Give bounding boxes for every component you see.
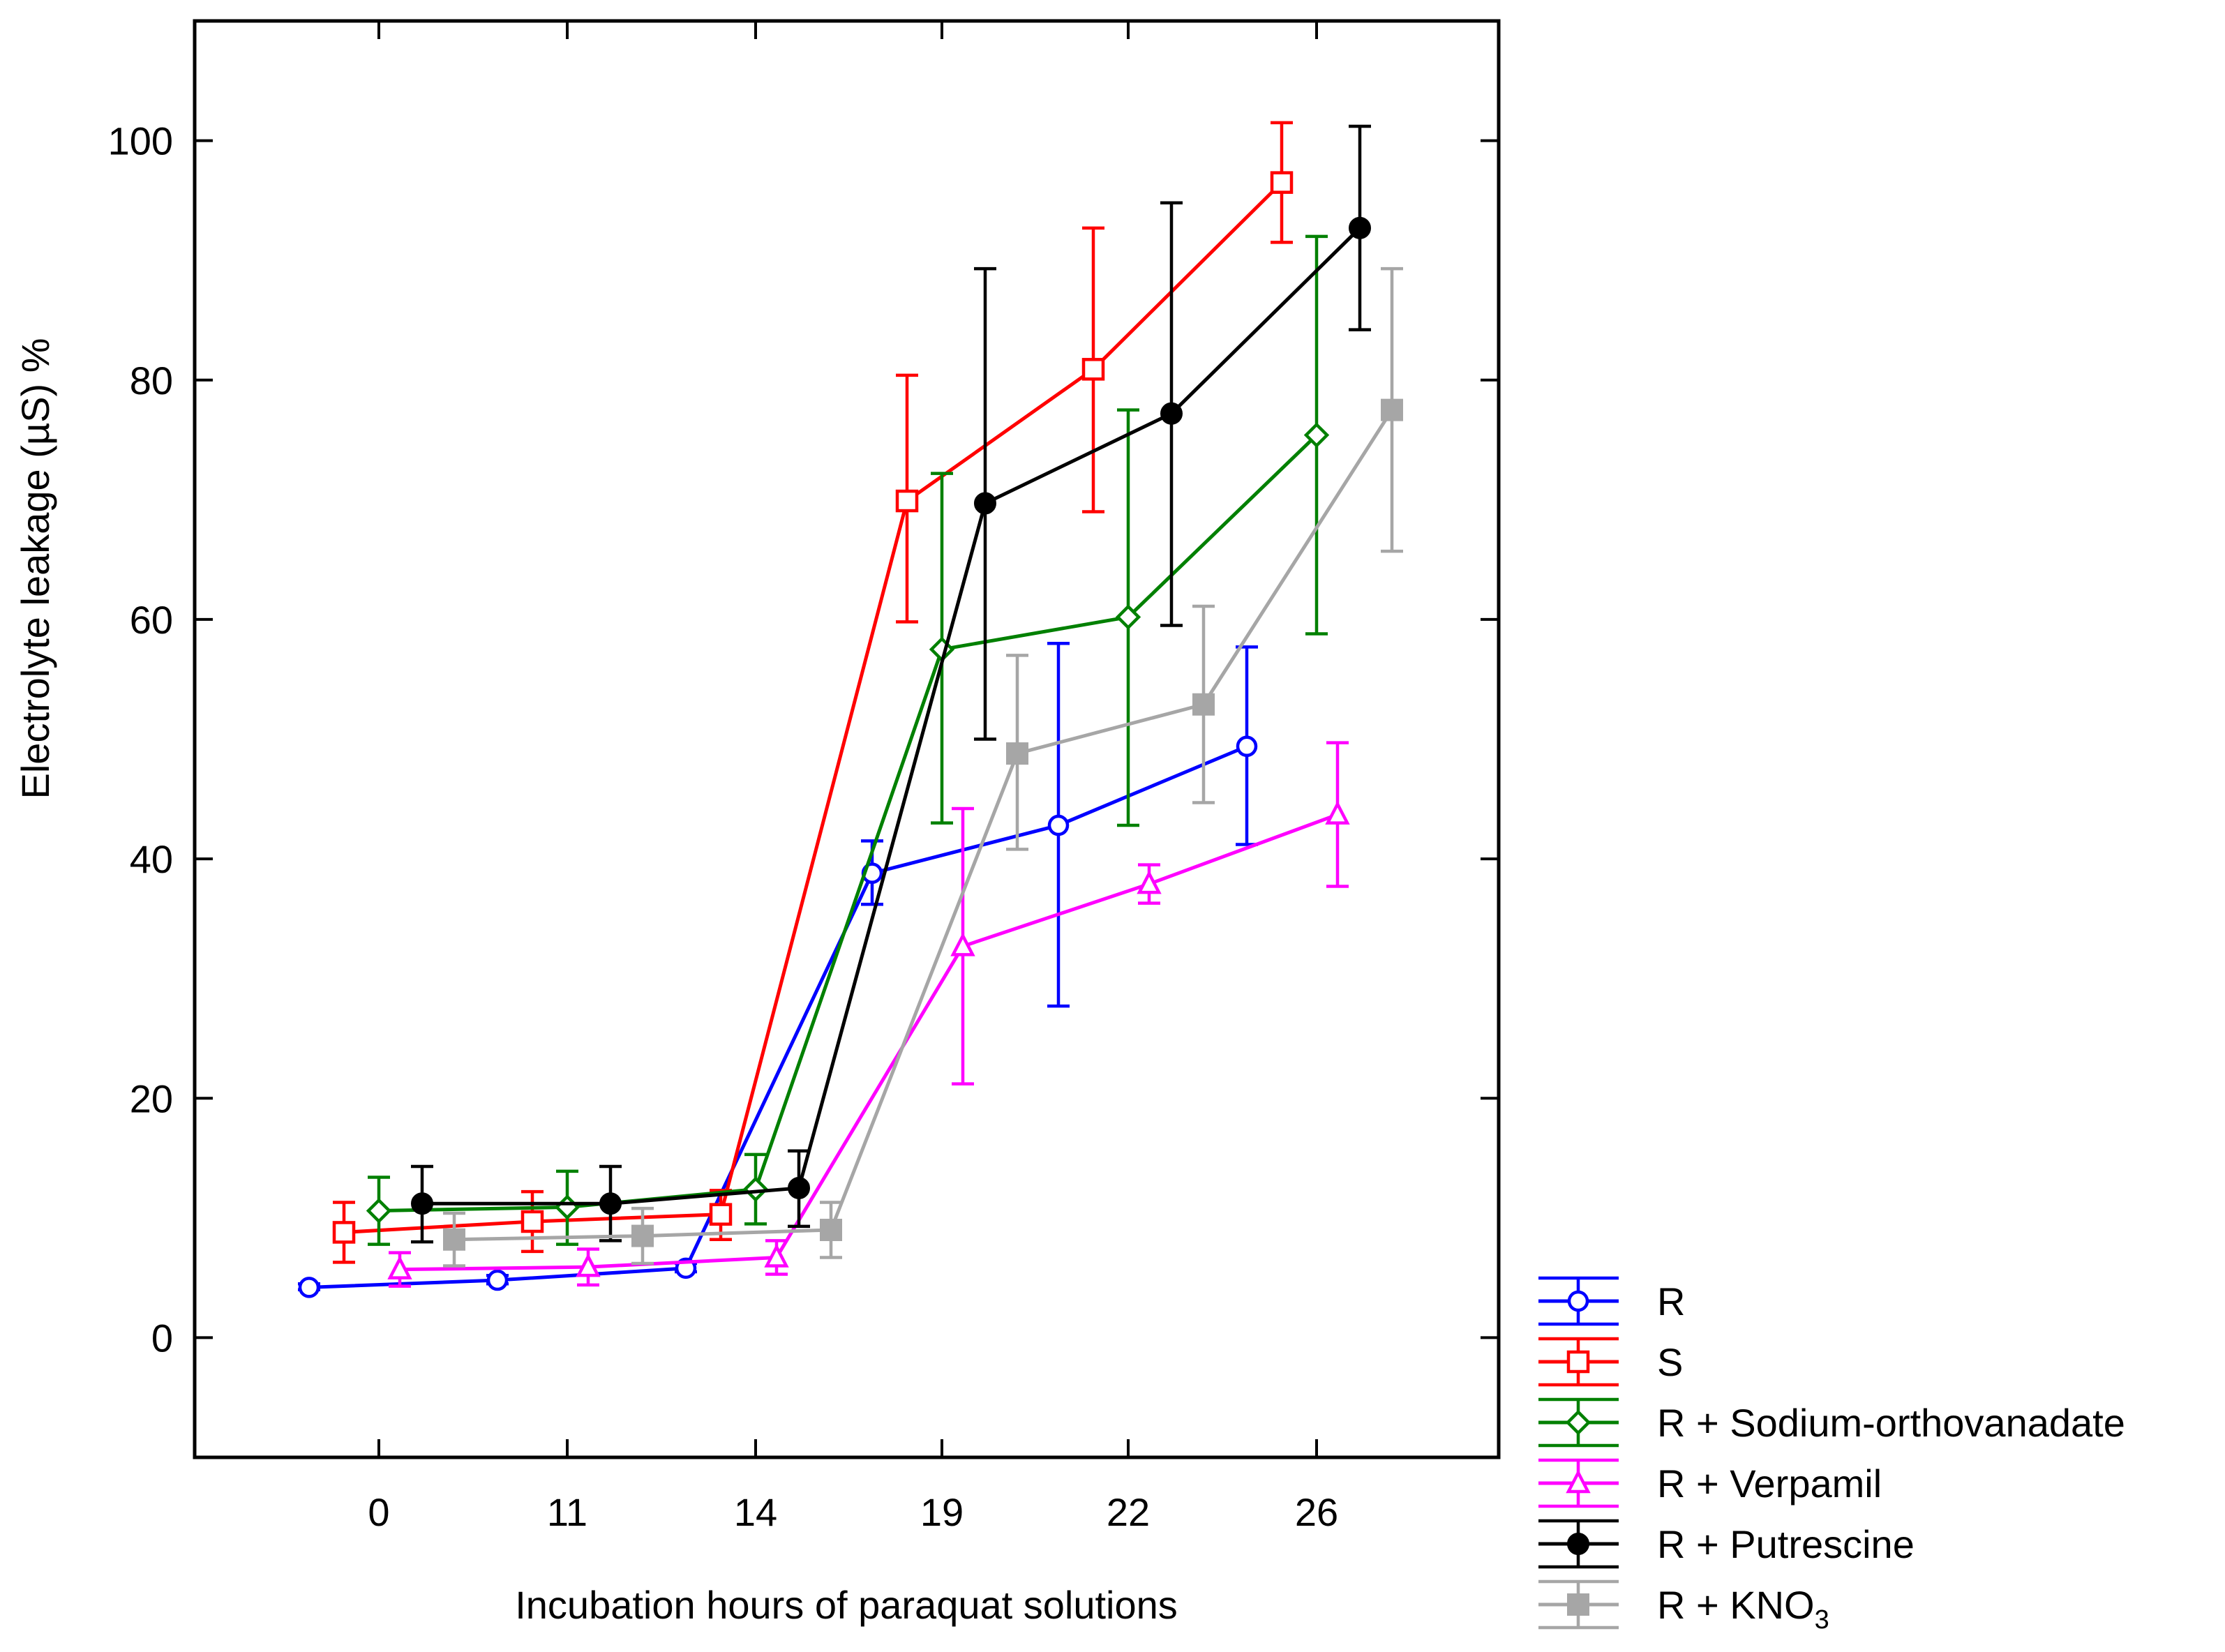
data-point bbox=[520, 1210, 544, 1233]
data-point bbox=[1006, 742, 1028, 765]
legend-marker bbox=[1567, 1290, 1589, 1312]
data-point bbox=[1160, 402, 1183, 425]
data-point bbox=[709, 1203, 733, 1226]
x-tick-label: 22 bbox=[1107, 1490, 1150, 1534]
legend-marker bbox=[1567, 1593, 1589, 1616]
series-line bbox=[422, 227, 1361, 1206]
data-point bbox=[764, 1243, 789, 1268]
legend-item: R bbox=[1538, 1276, 1685, 1326]
legend-item: S bbox=[1538, 1337, 1683, 1387]
data-point bbox=[1349, 216, 1371, 239]
series-line bbox=[308, 744, 1248, 1289]
y-tick-label: 40 bbox=[130, 837, 173, 881]
data-point bbox=[1325, 800, 1350, 825]
series-layer bbox=[298, 121, 1403, 1298]
data-point bbox=[599, 1192, 622, 1215]
legend-label-text: S bbox=[1657, 1340, 1683, 1384]
legend-label-text: R + Verpamil bbox=[1657, 1462, 1882, 1505]
legend-label-text: R + KNO bbox=[1657, 1583, 1815, 1627]
series-line bbox=[378, 433, 1318, 1213]
data-point bbox=[1047, 814, 1070, 836]
series-1 bbox=[298, 641, 1258, 1298]
legend-item: R + Sodium-orthovanadate bbox=[1538, 1397, 2125, 1448]
data-point bbox=[366, 1198, 392, 1224]
legend-item: R + Putrescine bbox=[1538, 1519, 1915, 1569]
x-axis-title: Incubation hours of paraquat solutions bbox=[515, 1583, 1178, 1627]
legend-label: R + Sodium-orthovanadate bbox=[1657, 1401, 2125, 1445]
x-tick-label: 11 bbox=[547, 1490, 587, 1534]
legend-marker bbox=[1567, 1533, 1589, 1555]
data-point bbox=[1115, 604, 1141, 630]
legend-marker bbox=[1566, 1469, 1591, 1494]
legend-marker bbox=[1565, 1409, 1591, 1436]
x-axis: 0 11 14 19 22 26 bbox=[368, 21, 1338, 1534]
series-line bbox=[343, 181, 1283, 1234]
y-axis: 0 20 40 60 80 100 bbox=[108, 119, 1499, 1360]
data-point bbox=[576, 1253, 601, 1277]
y-tick-label: 20 bbox=[130, 1076, 173, 1120]
data-point bbox=[1381, 398, 1403, 421]
data-point bbox=[298, 1277, 320, 1298]
data-point bbox=[332, 1221, 356, 1244]
legend-label-subscript: 3 bbox=[1815, 1605, 1829, 1635]
legend-label: R bbox=[1657, 1279, 1685, 1323]
series-5 bbox=[411, 124, 1371, 1244]
legend-label-text: R + Sodium-orthovanadate bbox=[1657, 1401, 2125, 1445]
data-point bbox=[742, 1176, 769, 1202]
data-point bbox=[1137, 870, 1162, 894]
y-tick-label: 80 bbox=[130, 359, 173, 403]
data-point bbox=[1081, 358, 1105, 381]
legend-item: R + KNO3 bbox=[1538, 1579, 1829, 1635]
y-tick-label: 100 bbox=[108, 119, 173, 163]
data-point bbox=[895, 489, 919, 513]
x-tick-label: 14 bbox=[734, 1490, 777, 1534]
legend: RS R + Sodium-orthovanadate R + Verpamil R … bbox=[1538, 1276, 2125, 1635]
data-point bbox=[387, 1255, 412, 1279]
y-axis-title: Electrolyte leakage (µS) % bbox=[13, 338, 57, 799]
data-point bbox=[486, 1269, 509, 1291]
legend-label: R + KNO3 bbox=[1657, 1583, 1829, 1635]
data-point bbox=[1192, 693, 1215, 716]
series-6 bbox=[443, 266, 1403, 1268]
legend-label: R + Putrescine bbox=[1657, 1522, 1915, 1566]
data-point bbox=[411, 1192, 433, 1215]
data-point bbox=[1236, 735, 1258, 758]
legend-label-text: R bbox=[1657, 1279, 1685, 1323]
data-point bbox=[788, 1176, 810, 1199]
legend-item: R + Verpamil bbox=[1538, 1458, 1882, 1508]
x-tick-label: 26 bbox=[1295, 1490, 1338, 1534]
legend-label: R + Verpamil bbox=[1657, 1462, 1882, 1505]
series-line bbox=[399, 813, 1338, 1272]
series-2 bbox=[332, 121, 1294, 1264]
data-point bbox=[820, 1218, 842, 1241]
y-tick-label: 60 bbox=[130, 598, 173, 642]
data-point bbox=[1303, 422, 1330, 448]
x-tick-label: 0 bbox=[368, 1490, 389, 1534]
data-point bbox=[631, 1224, 654, 1247]
data-point bbox=[1270, 171, 1294, 194]
series-3 bbox=[366, 234, 1330, 1246]
legend-label-text: R + Putrescine bbox=[1657, 1522, 1915, 1566]
data-point bbox=[443, 1228, 465, 1251]
legend-label: S bbox=[1657, 1340, 1683, 1384]
legend-marker bbox=[1566, 1350, 1590, 1374]
data-point bbox=[950, 932, 975, 956]
y-tick-label: 0 bbox=[151, 1316, 173, 1360]
x-tick-label: 19 bbox=[920, 1490, 964, 1534]
series-4 bbox=[387, 741, 1350, 1288]
data-point bbox=[974, 492, 996, 515]
series-line bbox=[454, 409, 1394, 1242]
plot-frame bbox=[193, 19, 1501, 1459]
